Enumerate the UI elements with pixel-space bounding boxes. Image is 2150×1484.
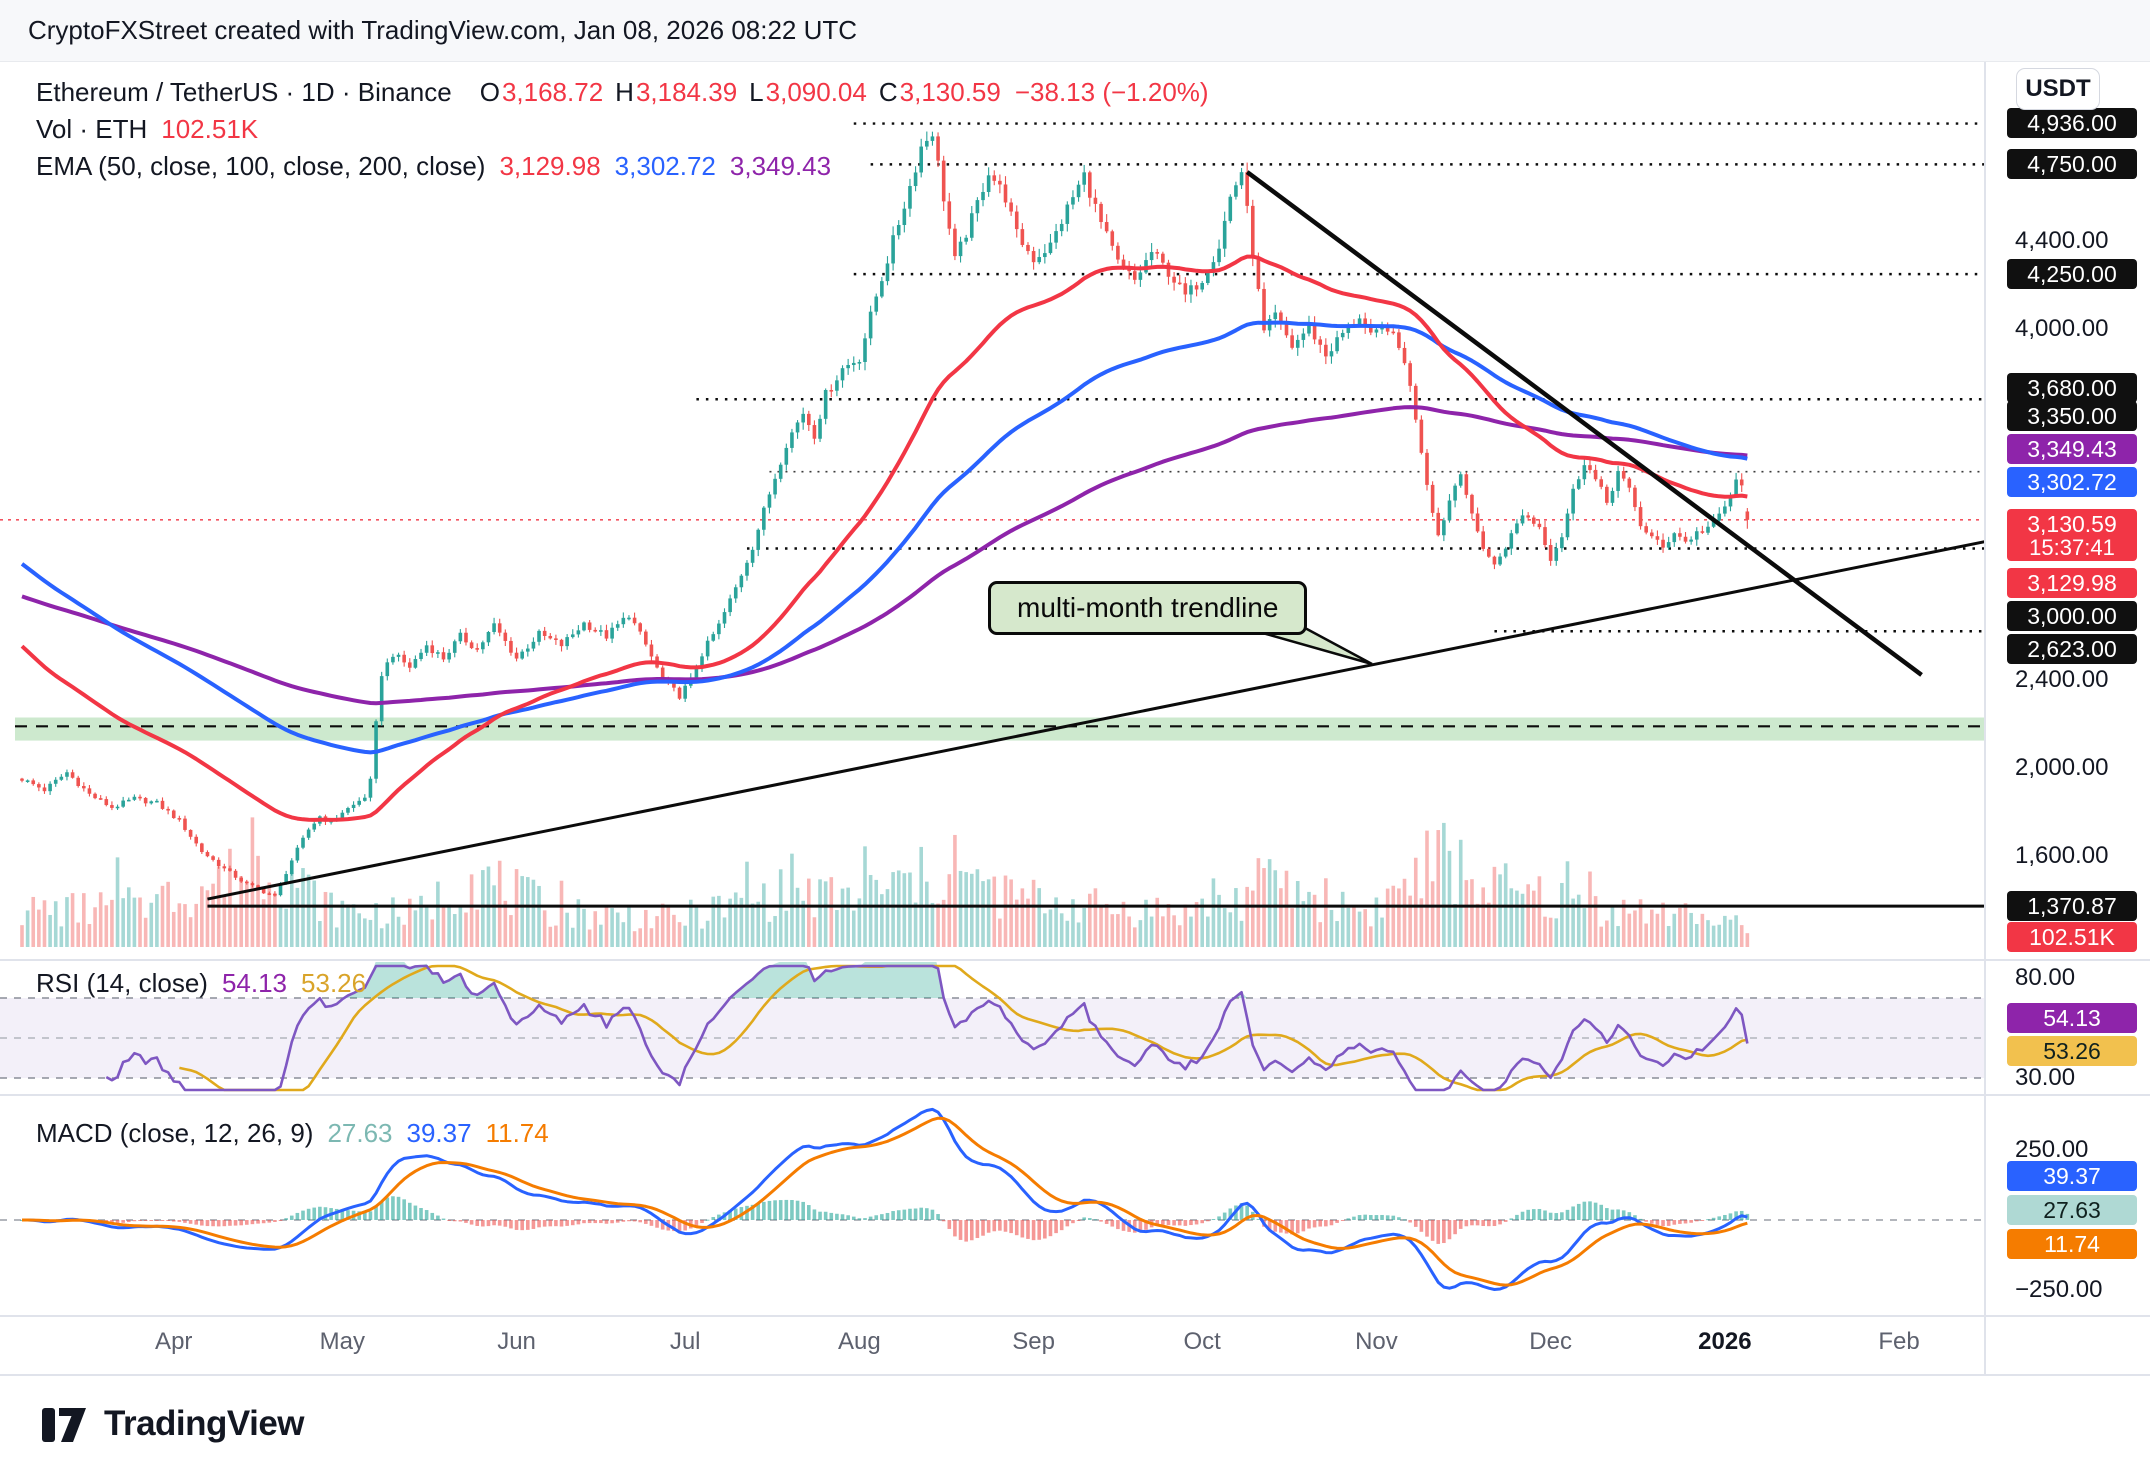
price-tick-4400: 4,400.00	[2015, 227, 2109, 255]
price-badge-3,130.59: 3,130.59 15:37:41	[2007, 509, 2137, 561]
macd-hist-value: 27.63	[327, 1118, 393, 1148]
macd-legend-row: MACD (close, 12, 26, 9) 27.63 39.37 11.7…	[36, 1118, 549, 1149]
high-label: H	[615, 77, 634, 107]
price-badge-3,302.72: 3,302.72	[2007, 467, 2137, 497]
time-label-jun: Jun	[497, 1328, 536, 1355]
header-title: CryptoFXStreet created with TradingView.…	[28, 15, 858, 45]
volume-legend-row: Vol · ETH 102.51K	[36, 111, 1209, 148]
price-badge-2,623.00: 2,623.00	[2007, 634, 2137, 664]
tradingview-logo-icon	[42, 1408, 86, 1442]
time-label-dec: Dec	[1529, 1328, 1572, 1355]
time-label-jul: Jul	[669, 1328, 701, 1355]
time-label-aug: Aug	[838, 1328, 881, 1355]
price-badge-3,000.00: 3,000.00	[2007, 601, 2137, 631]
close-label: C	[878, 77, 898, 107]
price-scale-axis[interactable]: 4,400.00 4,000.00 2,400.00 2,000.00 1,600.00…	[1985, 62, 2150, 1316]
price-badge-3,350.00: 3,350.00	[2007, 401, 2137, 431]
price-badge-102.51K: 102.51K	[2007, 922, 2137, 952]
descending-trendline	[1245, 170, 1923, 677]
ema100-line	[20, 320, 1748, 755]
footer-brand: TradingView	[40, 1400, 305, 1448]
price-badge-4,936.00: 4,936.00	[2007, 108, 2137, 138]
rsi-overbought-fill	[0, 962, 1748, 998]
volume-value: 102.51K	[161, 114, 259, 144]
macd-label: MACD (close, 12, 26, 9)	[36, 1118, 314, 1148]
open-label: O	[479, 77, 500, 107]
ascending-trendline	[207, 540, 1985, 901]
rsi-line	[105, 964, 1749, 1092]
price-badge-4,250.00: 4,250.00	[2007, 259, 2137, 289]
price-tick-2400: 2,400.00	[2015, 666, 2109, 694]
rsi-tick-80: 80.00	[2015, 964, 2076, 991]
macd-tick--250: −250.00	[2015, 1276, 2103, 1303]
price-badge-3,349.43: 3,349.43	[2007, 434, 2137, 464]
green-demand-zone	[15, 717, 1985, 741]
macd-pane	[0, 1107, 1985, 1291]
rsi-ma-value: 53.26	[301, 968, 367, 998]
symbol-legend-row: Ethereum / TetherUS · 1D · Binance O 3,16…	[36, 74, 1209, 111]
ema50-value: 3,129.98	[499, 151, 601, 181]
open-value: 3,168.72	[501, 77, 604, 107]
macd-signal-value: 11.74	[485, 1118, 549, 1148]
time-label-oct: Oct	[1183, 1328, 1221, 1355]
low-label: L	[749, 77, 764, 107]
rsi-legend-row: RSI (14, close) 54.13 53.26	[36, 968, 366, 999]
trendline-annotation-callout[interactable]: multi-month trendline	[988, 581, 1308, 635]
ema50-line	[20, 254, 1748, 822]
change-value: −38.13 (−1.20%)	[1014, 77, 1209, 107]
macd-badge-11.74: 11.74	[2007, 1229, 2137, 1259]
low-value: 3,090.04	[765, 77, 867, 107]
time-label-sep: Sep	[1012, 1328, 1055, 1355]
rsi-value: 54.13	[221, 968, 288, 998]
ema-legend-row: EMA (50, close, 100, close, 200, close) …	[36, 148, 1209, 185]
header-bar: CryptoFXStreet created with TradingView.…	[0, 0, 2150, 62]
volume-label: Vol · ETH	[36, 114, 148, 144]
price-pane	[0, 122, 1985, 947]
macd-line	[22, 1107, 1748, 1291]
price-badge-1,370.87: 1,370.87	[2007, 891, 2137, 921]
time-label-apr: Apr	[155, 1328, 193, 1355]
time-label-nov: Nov	[1355, 1328, 1398, 1355]
rsi-badge-54.13: 54.13	[2007, 1003, 2137, 1033]
ema-label: EMA (50, close, 100, close, 200, close)	[36, 151, 486, 181]
time-axis[interactable]: Apr May Jun Jul Aug Sep Oct Nov Dec 2026 Feb	[0, 1316, 1985, 1376]
macd-badge-27.63: 27.63	[2007, 1195, 2137, 1225]
currency-toggle-button[interactable]: USDT	[2016, 68, 2100, 110]
macd-main-value: 39.37	[406, 1118, 472, 1148]
price-tick-4000: 4,000.00	[2015, 315, 2109, 342]
macd-tick-250: 250.00	[2015, 1136, 2089, 1163]
price-tick-1600: 1,600.00	[2015, 841, 2109, 869]
brand-name: TradingView	[104, 1404, 305, 1443]
candlestick-series	[20, 131, 1750, 897]
time-label-2026: 2026	[1698, 1328, 1752, 1355]
price-badge-3,129.98: 3,129.98	[2007, 568, 2137, 598]
rsi-badge-53.26: 53.26	[2007, 1036, 2137, 1066]
macd-signal-line	[22, 1116, 1748, 1287]
chart-legend: Ethereum / TetherUS · 1D · Binance O 3,16…	[36, 74, 1209, 185]
price-badge-3,680.00: 3,680.00	[2007, 373, 2137, 403]
macd-badge-39.37: 39.37	[2007, 1161, 2137, 1191]
overlay-layer	[0, 62, 2150, 1376]
close-value: 3,130.59	[899, 77, 1001, 107]
volume-series	[20, 817, 1750, 947]
ema100-value: 3,302.72	[614, 151, 716, 181]
rsi-tick-30: 30.00	[2015, 1064, 2076, 1091]
time-label-feb: Feb	[1878, 1328, 1920, 1355]
ema200-line	[21, 405, 1748, 706]
rsi-pane	[0, 962, 1985, 1092]
ema200-value: 3,349.43	[729, 151, 832, 181]
rsi-label: RSI (14, close)	[36, 968, 208, 998]
price-badge-4,750.00: 4,750.00	[2007, 149, 2137, 179]
high-value: 3,184.39	[635, 77, 738, 107]
price-tick-2000: 2,000.00	[2015, 754, 2109, 781]
symbol-title: Ethereum / TetherUS · 1D · Binance	[36, 77, 452, 107]
time-label-may: May	[319, 1328, 365, 1355]
